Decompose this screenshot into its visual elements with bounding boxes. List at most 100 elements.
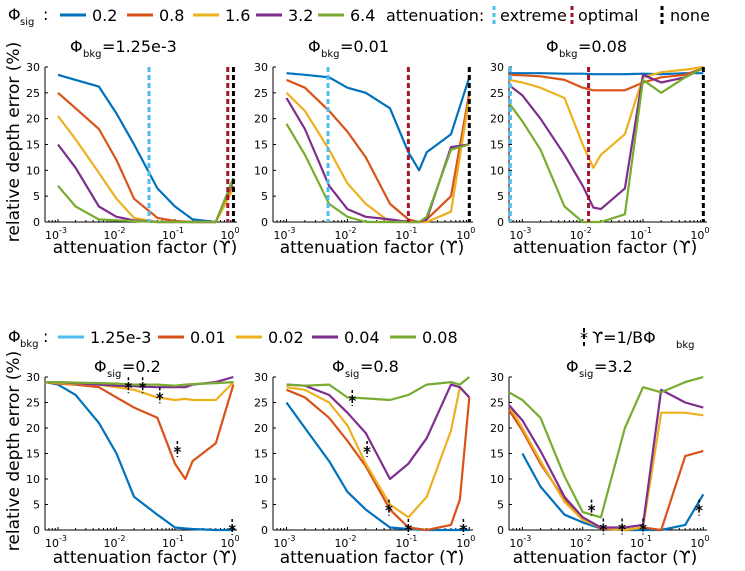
- x-tick-exponent: -2: [348, 226, 356, 235]
- series-line-0: [509, 72, 704, 76]
- x-tick-label: 10: [570, 537, 584, 550]
- legend-marker-label-sub: bkg: [676, 340, 695, 351]
- marker-star: *: [124, 379, 132, 397]
- legend-top-entry-1: 0.8: [159, 6, 184, 25]
- x-tick-label: 10: [630, 229, 644, 242]
- x-tick-label: 10: [162, 229, 176, 242]
- legend-bottom: Φ bkg : 1.25e-3 0.01 0.02 0.04 0.08 * ϒ=…: [8, 327, 695, 351]
- x-tick-exponent: -2: [117, 226, 125, 235]
- series-line-4: [45, 381, 234, 387]
- x-tick-exponent: -3: [288, 226, 296, 235]
- x-tick-label: 10: [334, 229, 348, 242]
- x-tick-label: 10: [274, 229, 288, 242]
- y-tick-label: 20: [254, 422, 268, 435]
- series-line-2: [508, 404, 704, 532]
- x-tick-label: 10: [103, 229, 117, 242]
- series-line-3: [508, 388, 704, 529]
- legend-bottom-symbol: Φ: [8, 327, 21, 346]
- title-main-5: Φ: [566, 357, 579, 376]
- ylabel-top: relative depth error (%): [4, 42, 24, 242]
- series-line-4: [286, 376, 470, 402]
- title-value-2: =0.08: [578, 37, 627, 56]
- y-tick-label: 25: [490, 397, 504, 410]
- y-tick-label: 10: [26, 473, 40, 486]
- y-tick-label: 0: [261, 524, 268, 537]
- y-tick-label: 30: [26, 61, 40, 74]
- x-tick-exponent: -1: [644, 534, 652, 543]
- legend-top-symbol: Φ: [8, 5, 21, 24]
- series-line-0: [521, 452, 705, 532]
- xlabel-0: attenuation factor (ϒ): [53, 238, 238, 258]
- x-tick-exponent: 0: [704, 534, 709, 543]
- y-tick-label: 0: [33, 216, 40, 229]
- legend-marker-symbol: *: [580, 328, 588, 348]
- xlabel-1: attenuation factor (ϒ): [280, 238, 465, 258]
- marker-star: *: [618, 520, 626, 538]
- legend-bottom-entry-1: 0.01: [190, 328, 226, 347]
- y-tick-label: 0: [497, 216, 504, 229]
- y-tick-label: 5: [497, 499, 504, 512]
- x-tick-label: 10: [45, 229, 59, 242]
- xlabel-5: attenuation factor (ϒ): [513, 548, 698, 568]
- y-tick-label: 25: [254, 397, 268, 410]
- series-line-2: [508, 65, 704, 169]
- x-tick-label: 10: [395, 537, 409, 550]
- series-line-2: [285, 92, 471, 224]
- legend-top-entry-0: 0.2: [92, 6, 117, 25]
- marker-star: *: [404, 521, 412, 539]
- x-tick-exponent: -3: [59, 534, 67, 543]
- x-tick-label: 10: [395, 229, 409, 242]
- legend-none-label: none: [670, 6, 710, 25]
- y-tick-label: 25: [490, 87, 504, 100]
- y-tick-label: 10: [490, 164, 504, 177]
- x-tick-label: 10: [220, 229, 234, 242]
- title-sub-5: sig: [579, 369, 593, 380]
- marker-star: *: [588, 502, 596, 520]
- title-main-1: Φ: [308, 37, 321, 56]
- series-line-1: [508, 409, 704, 532]
- legend-top: Φ sig : 0.2 0.8 1.6 3.2 6.4 attenuation:…: [8, 5, 710, 28]
- y-tick-label: 15: [490, 139, 504, 152]
- y-tick-label: 30: [490, 61, 504, 74]
- marker-star: *: [639, 520, 647, 538]
- x-tick-label: 10: [274, 537, 288, 550]
- x-tick-exponent: 0: [234, 226, 239, 235]
- x-tick-exponent: -2: [584, 226, 592, 235]
- marker-star: *: [228, 521, 236, 539]
- legend-top-entry-4: 6.4: [350, 6, 375, 25]
- y-tick-label: 30: [254, 61, 268, 74]
- y-tick-label: 20: [490, 113, 504, 126]
- x-tick-label: 10: [690, 229, 704, 242]
- series-line-2: [286, 386, 471, 519]
- legend-extreme-label: extreme: [500, 6, 567, 25]
- x-tick-exponent: -1: [409, 226, 417, 235]
- x-tick-label: 10: [456, 537, 470, 550]
- series-line-4: [508, 375, 704, 519]
- title-sub-2: bkg: [559, 49, 578, 60]
- x-tick-label: 10: [456, 229, 470, 242]
- series-line-3: [286, 383, 471, 481]
- x-tick-label: 10: [162, 537, 176, 550]
- y-tick-label: 25: [26, 87, 40, 100]
- marker-star: *: [348, 392, 356, 410]
- series-line-1: [57, 91, 235, 224]
- marker-star-icon: *: [580, 328, 588, 347]
- marker-star: *: [156, 389, 164, 407]
- title-main-3: Φ: [94, 357, 107, 376]
- series-line-4: [508, 67, 704, 224]
- y-tick-label: 5: [497, 190, 504, 203]
- y-tick-label: 20: [26, 113, 40, 126]
- x-tick-exponent: -3: [523, 534, 531, 543]
- y-tick-label: 15: [254, 139, 268, 152]
- title-sub-4: sig: [345, 369, 359, 380]
- y-tick-label: 20: [490, 422, 504, 435]
- x-tick-exponent: -2: [584, 534, 592, 543]
- y-tick-label: 10: [254, 473, 268, 486]
- y-tick-label: 0: [33, 524, 40, 537]
- x-tick-label: 10: [509, 537, 523, 550]
- title-main-0: Φ: [70, 37, 83, 56]
